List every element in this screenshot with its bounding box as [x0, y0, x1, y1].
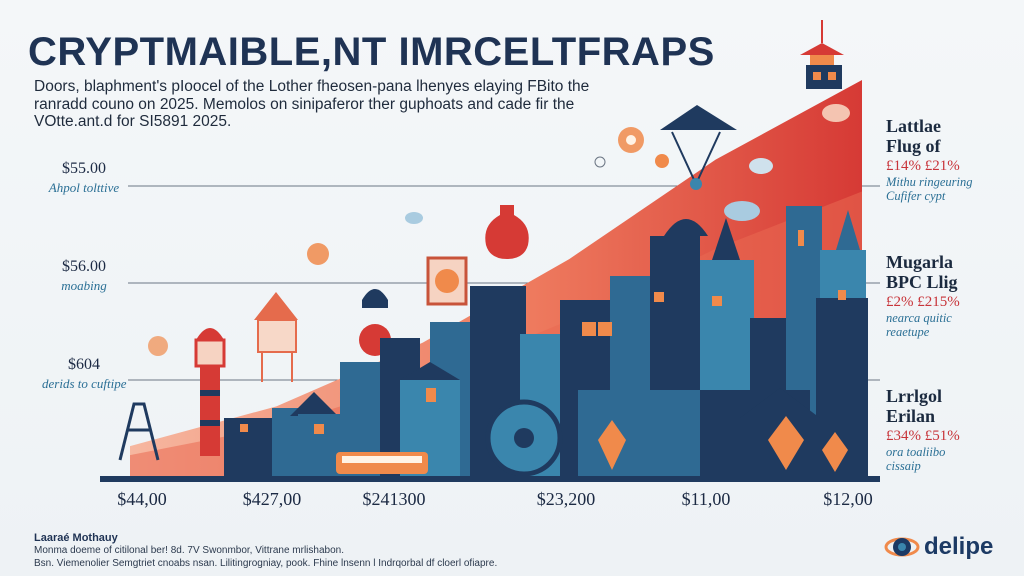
logo-icon: [884, 537, 920, 557]
legend-title: Flug of: [886, 136, 941, 156]
lighthouse-icon: [194, 328, 226, 456]
legend-desc: Mithu ringeuring: [886, 175, 973, 189]
tree-icon: [822, 432, 848, 472]
tree-icon: [768, 416, 804, 470]
legend-title: Lrrlgol: [886, 386, 942, 406]
coin-icon: [594, 156, 606, 168]
legend-desc: ora toaliibo: [886, 445, 946, 459]
tree-icon: [598, 420, 626, 470]
y-tick-label: derids to cuftipe: [42, 376, 127, 391]
legend-desc: reaetupe: [886, 325, 930, 339]
y-tick-value: $56.00: [62, 258, 106, 275]
logo-text: delipe: [924, 533, 994, 560]
vase-icon: [485, 205, 529, 259]
gazebo-icon: [660, 105, 737, 190]
source-title: Laaraé Mothauy: [34, 532, 118, 544]
floating-decorations: [118, 20, 850, 461]
source-line-2: Bsn. Viemenolier Semgtriet cnoabs nsan. …: [34, 558, 498, 569]
y-tick-3: $604 derids to cuftipe: [42, 356, 127, 392]
star-icon: [655, 154, 669, 168]
legend-value: £34% £51%: [886, 428, 960, 444]
x-tick-label: $23,200: [536, 489, 596, 509]
x-tick-label: $11,00: [681, 489, 731, 509]
y-tick-value: $604: [68, 356, 100, 373]
cloud-icon: [749, 158, 773, 174]
chart-title: CRYPTMAIBLE,NT IMRCELTFRAPS: [28, 30, 715, 74]
legend-title: BPC Llig: [886, 272, 958, 292]
legend-title: Lattlae: [886, 116, 941, 136]
y-tick-2: $56.00 moabing: [42, 258, 126, 294]
cloud-icon: [405, 212, 423, 224]
legend-value: £2% £215%: [886, 294, 960, 310]
cloud-icon: [822, 104, 850, 122]
legend-desc: cissaip: [886, 459, 921, 473]
legend-value: £14% £21%: [886, 158, 960, 174]
legend-title: Mugarla: [886, 252, 953, 272]
city-skyline: [100, 206, 880, 482]
legend-title: Erilan: [886, 406, 936, 426]
legend-desc: Cufifer cypt: [886, 189, 946, 203]
subtitle-line-3: VOtte.ant.d for SI5891 2025.: [34, 113, 232, 130]
brand-logo[interactable]: delipe: [884, 532, 993, 562]
y-tick-1: $55.00 Ahpol tolttive: [42, 160, 126, 196]
x-tick-label: $427,00: [242, 489, 302, 509]
oil-rig-icon: [118, 402, 160, 461]
y-tick-value: $55.00: [62, 160, 106, 177]
legend-entry-1: Lattlae Flug of £14% £21% Mithu ringeuri…: [886, 116, 1016, 203]
cloud-icon: [724, 201, 760, 221]
y-tick-label: moabing: [61, 278, 107, 293]
subtitle-line-1: Doors, blaphment's pIoocel of the Lother…: [34, 78, 590, 95]
pagoda-icon: [800, 20, 844, 89]
source-line-1: Monma doeme of citilonal ber! 8d. 7V Swo…: [34, 545, 344, 556]
x-tick-label: $12,00: [823, 489, 873, 509]
legend-entry-2: Mugarla BPC Llig £2% £215% nearca quitic…: [886, 252, 1016, 339]
sun-icon: [307, 243, 329, 265]
y-tick-label: Ahpol tolttive: [48, 180, 120, 195]
x-tick-label: $241300: [362, 489, 426, 509]
legend-desc: nearca quitic: [886, 311, 952, 325]
water-tower-icon: [254, 292, 298, 382]
subtitle-line-2: ranradd couno on 2025. Memolos on sinipa…: [34, 96, 575, 113]
lantern-icon: [362, 289, 388, 308]
sun-icon: [148, 336, 168, 356]
legend-entry-3: Lrrlgol Erilan £34% £51% ora toaliibo ci…: [886, 386, 1016, 473]
x-tick-label: $44,00: [117, 489, 167, 509]
